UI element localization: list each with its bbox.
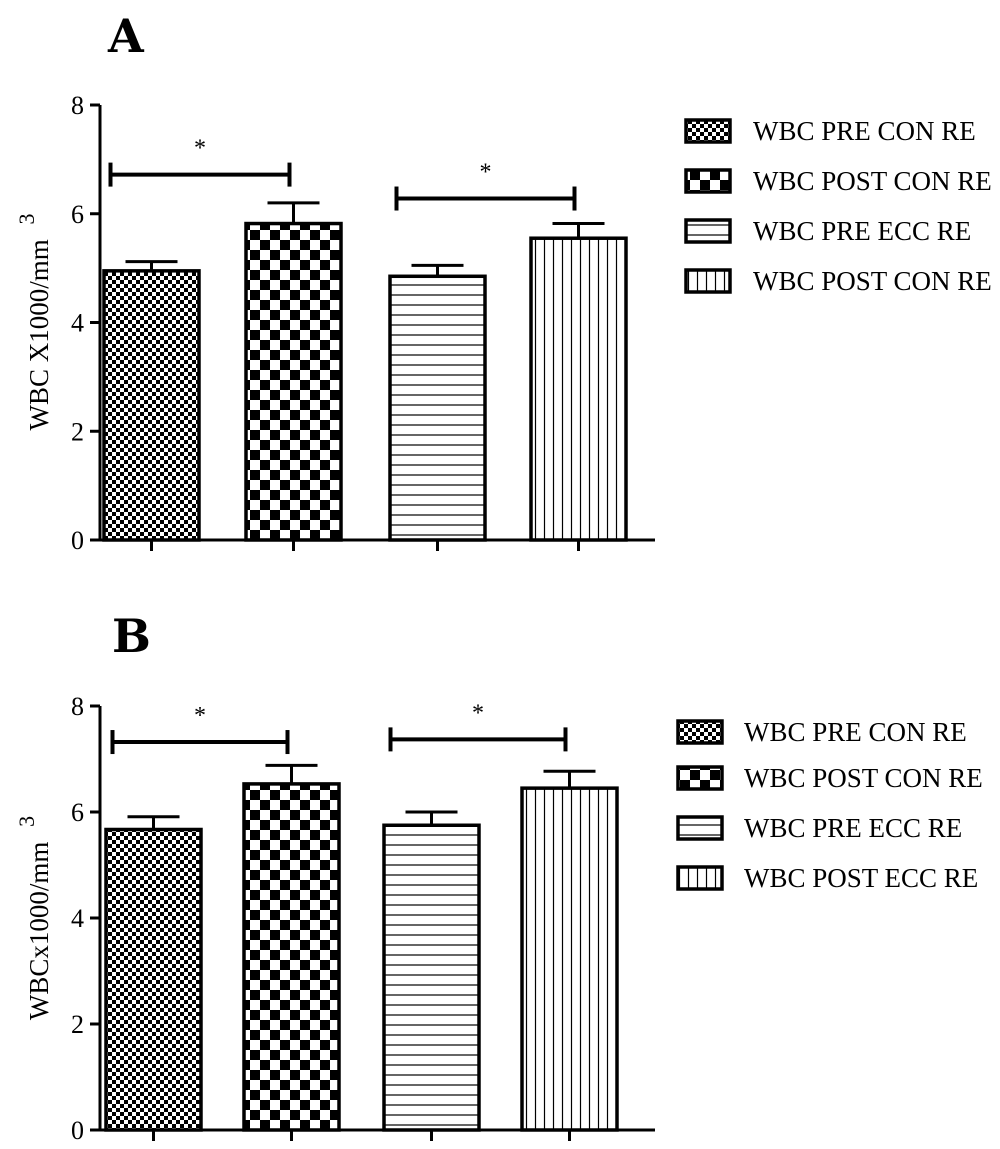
bar: [382, 823, 481, 1132]
significance-label: *: [194, 136, 206, 162]
y-tick-label: 4: [71, 309, 84, 338]
bar: [244, 221, 343, 542]
legend-label: WBC POST ECC RE: [744, 863, 978, 893]
y-axis-label-superscript: 3: [14, 816, 39, 827]
significance-label: *: [194, 703, 206, 729]
bar: [529, 236, 628, 542]
legend-label: WBC PRE ECC RE: [744, 813, 962, 843]
bar: [388, 274, 487, 542]
y-axis-title: WBC X1000/mm 3: [14, 213, 54, 430]
panel-label: B: [112, 609, 151, 663]
legend-swatch: [684, 118, 732, 144]
legend-label: WBC PRE CON RE: [744, 717, 967, 747]
y-axis-label: WBCx1000/mm: [24, 842, 54, 1021]
bar: [520, 786, 619, 1132]
y-tick-label: 6: [71, 798, 84, 827]
legend-label: WBC PRE ECC RE: [753, 216, 971, 246]
y-axis-label-superscript: 3: [14, 213, 39, 224]
legend: WBC PRE CON RE WBC POST CON RE WBC PRE ECC…: [676, 717, 983, 893]
plot-area: 0 2 4 6 8 * *: [71, 692, 655, 1145]
legend-swatch: [676, 719, 724, 745]
legend-swatch: [684, 168, 732, 194]
svg-text:WBC X1000/mm 3: WBC X1000/mm 3: [14, 213, 54, 430]
legend-label: WBC PRE CON RE: [753, 116, 976, 146]
legend: WBC PRE CON RE WBC POST CON RE WBC PRE ECC…: [684, 116, 992, 296]
y-tick-label: 0: [71, 1116, 84, 1145]
y-tick-label: 2: [71, 1010, 84, 1039]
plot-area: 0 2 4 6 8 * *: [71, 91, 655, 555]
y-axis-label: WBC X1000/mm: [24, 239, 54, 430]
y-tick-label: 0: [71, 526, 84, 555]
significance-label: *: [472, 700, 484, 726]
legend-swatch: [676, 765, 724, 791]
y-tick-label: 6: [71, 200, 84, 229]
y-tick-label: 8: [71, 91, 84, 120]
panel-label: A: [107, 9, 145, 63]
legend-label: WBC POST CON RE: [744, 763, 983, 793]
y-tick-label: 8: [71, 692, 84, 721]
legend-swatch: [676, 865, 724, 891]
significance-label: *: [480, 160, 492, 186]
y-tick-label: 4: [71, 904, 84, 933]
legend-swatch: [684, 218, 732, 244]
y-axis-title: WBCx1000/mm 3: [14, 816, 54, 1020]
legend-label: WBC POST CON RE: [753, 166, 992, 196]
bar: [104, 827, 203, 1132]
y-tick-label: 2: [71, 417, 84, 446]
legend-swatch: [684, 268, 732, 294]
bar: [102, 269, 201, 542]
legend-swatch: [676, 815, 724, 841]
svg-text:WBCx1000/mm 3: WBCx1000/mm 3: [14, 816, 54, 1020]
bar: [242, 782, 341, 1132]
legend-label: WBC POST CON RE: [753, 266, 992, 296]
